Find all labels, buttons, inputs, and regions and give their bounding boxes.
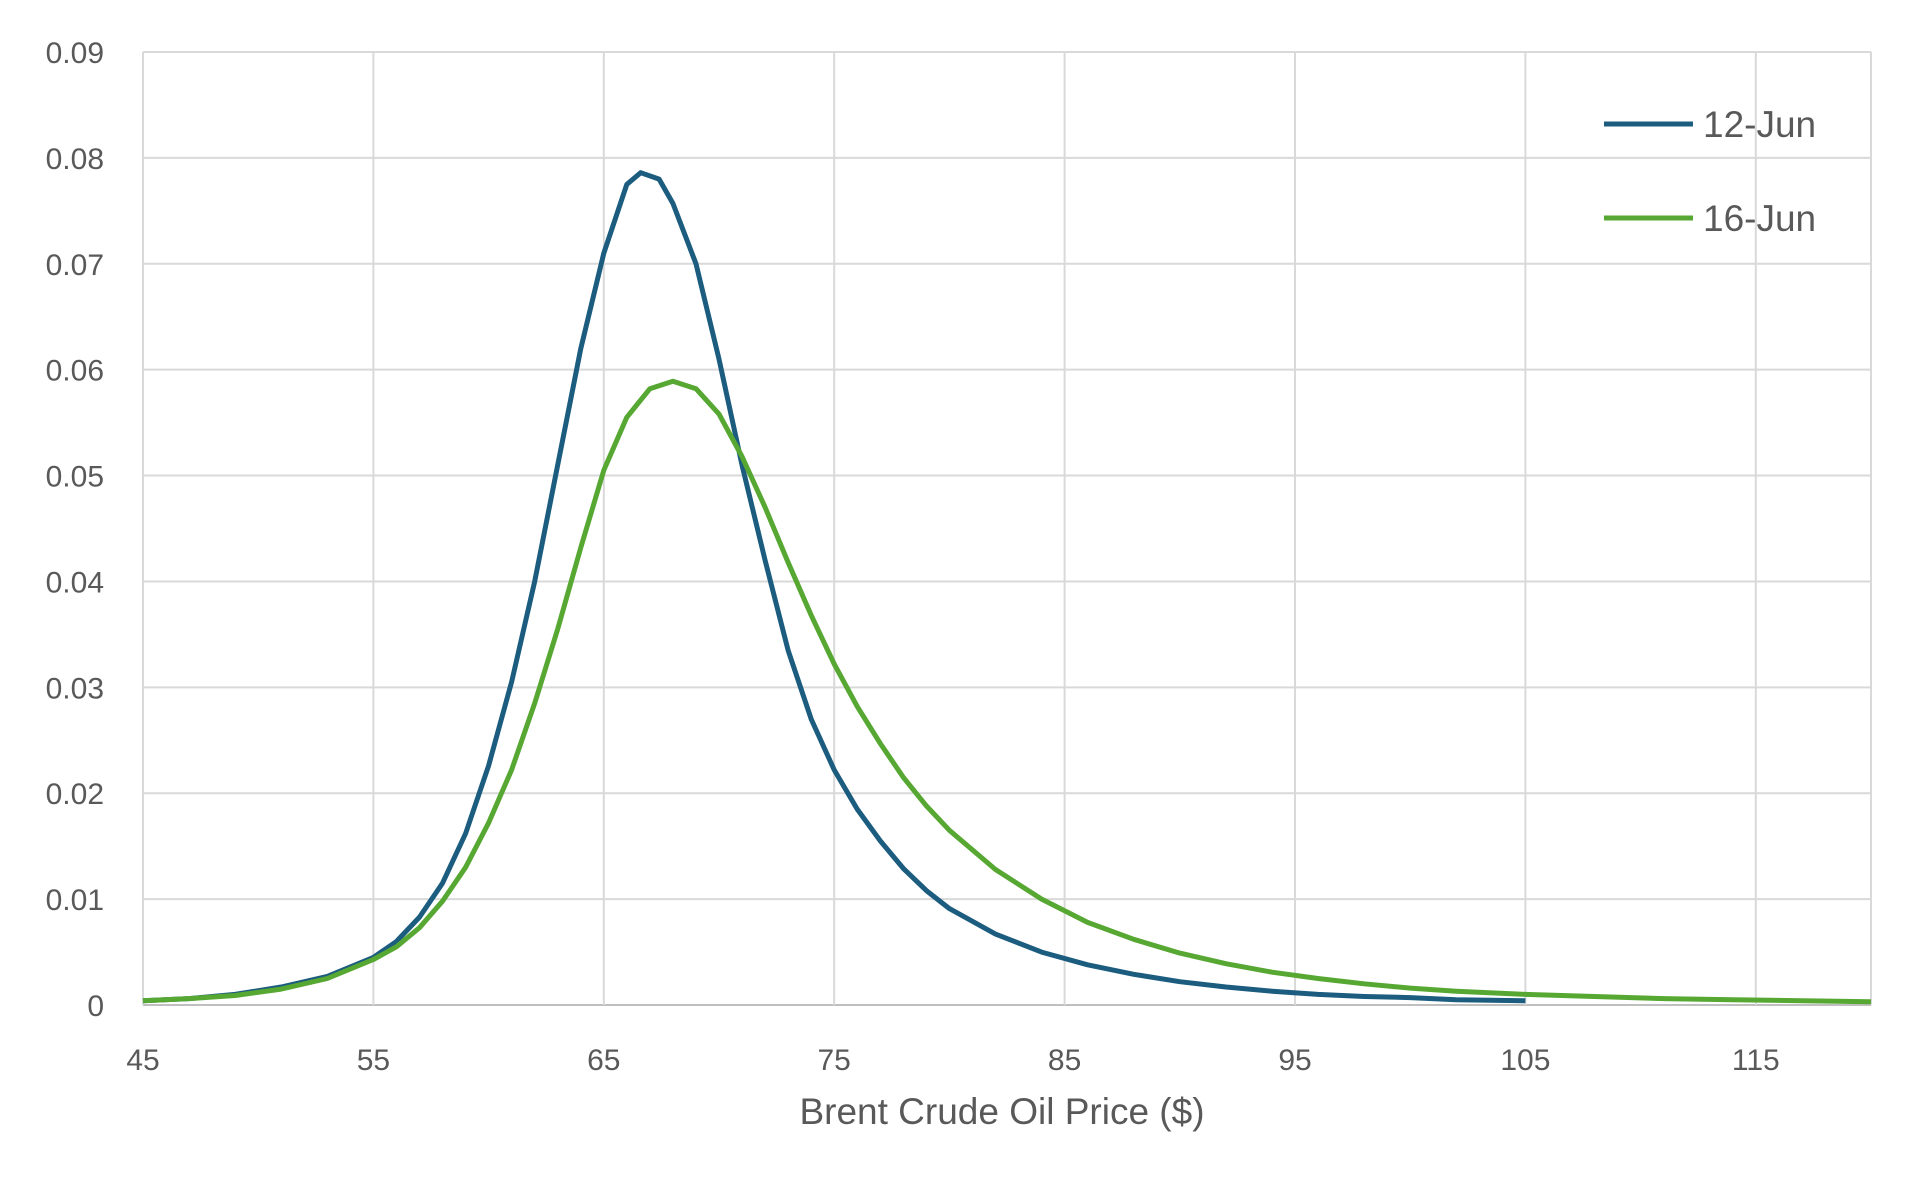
series-lines <box>142 170 1872 1005</box>
x-tick-label: 115 <box>1732 1044 1780 1077</box>
x-tick-label: 75 <box>818 1044 851 1077</box>
x-tick-label: 65 <box>587 1044 620 1077</box>
y-tick-label: 0.02 <box>46 778 104 811</box>
x-axis-title: Brent Crude Oil Price ($) <box>799 1091 1204 1132</box>
axes: 0 0.01 0.02 0.03 0.04 0.05 0.06 0.07 0.08 0.09 45 5… <box>46 37 1780 1077</box>
y-tick-label: 0.08 <box>46 143 104 176</box>
y-tick-label: 0.04 <box>46 566 104 599</box>
x-tick-label: 55 <box>357 1044 390 1077</box>
gridlines <box>142 51 1872 1006</box>
y-tick-label: 0 <box>87 990 104 1023</box>
series-line-2 <box>142 378 1872 1005</box>
legend: 12-Jun 16-Jun <box>1604 104 1816 239</box>
y-tick-label: 0.09 <box>46 37 104 70</box>
x-tick-label: 85 <box>1048 1044 1081 1077</box>
y-tick-label: 0.03 <box>46 672 104 705</box>
y-tick-label: 0.07 <box>46 249 104 282</box>
x-tick-label: 45 <box>126 1044 159 1077</box>
x-tick-label: 95 <box>1278 1044 1311 1077</box>
legend-label: 16-Jun <box>1703 198 1816 239</box>
series-line-1 <box>142 170 1526 1004</box>
legend-label: 12-Jun <box>1703 104 1816 145</box>
y-tick-label: 0.06 <box>46 355 104 388</box>
x-tick-label: 105 <box>1500 1044 1550 1077</box>
y-tick-label: 0.05 <box>46 461 104 494</box>
y-tick-label: 0.01 <box>46 884 104 917</box>
